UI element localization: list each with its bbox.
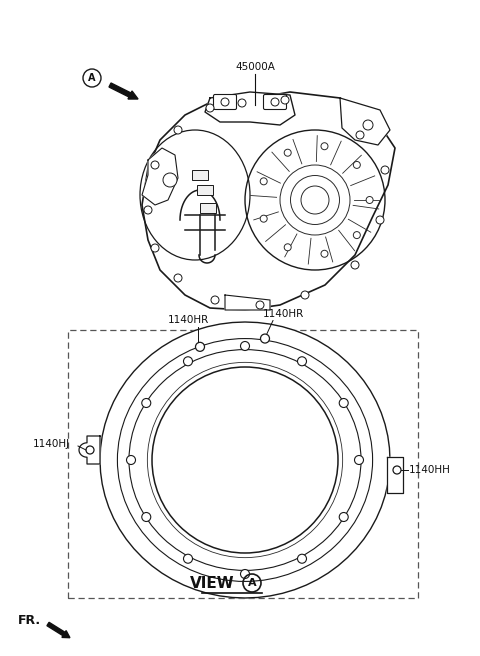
Circle shape — [284, 149, 291, 156]
Circle shape — [174, 126, 182, 134]
Circle shape — [321, 251, 328, 257]
Circle shape — [256, 301, 264, 309]
Text: 1140HH: 1140HH — [409, 465, 451, 475]
Circle shape — [351, 261, 359, 269]
Circle shape — [260, 178, 267, 185]
Text: 1140HR: 1140HR — [168, 315, 209, 325]
Polygon shape — [340, 98, 390, 145]
Bar — [200, 203, 216, 213]
Circle shape — [260, 215, 267, 222]
Bar — [68, 330, 418, 598]
Circle shape — [355, 455, 363, 464]
Circle shape — [353, 232, 360, 239]
Circle shape — [151, 244, 159, 252]
Circle shape — [366, 197, 373, 203]
Text: 1140HJ: 1140HJ — [33, 439, 70, 449]
Circle shape — [301, 291, 309, 299]
Circle shape — [271, 98, 279, 106]
Circle shape — [183, 357, 192, 366]
Polygon shape — [205, 92, 295, 125]
FancyBboxPatch shape — [214, 94, 237, 110]
Polygon shape — [142, 148, 178, 205]
Circle shape — [353, 161, 360, 169]
Circle shape — [238, 99, 246, 107]
Text: VIEW: VIEW — [191, 575, 235, 590]
Text: A: A — [88, 73, 96, 83]
Polygon shape — [142, 92, 395, 310]
Circle shape — [127, 455, 135, 464]
Ellipse shape — [152, 367, 338, 553]
Circle shape — [221, 98, 229, 106]
Circle shape — [261, 334, 269, 343]
Bar — [192, 170, 208, 180]
Circle shape — [142, 398, 151, 407]
Polygon shape — [387, 457, 403, 493]
Circle shape — [163, 173, 177, 187]
Circle shape — [298, 357, 307, 366]
Circle shape — [393, 466, 401, 474]
Polygon shape — [100, 322, 390, 598]
Text: 45000A: 45000A — [235, 62, 275, 72]
Text: FR.: FR. — [18, 613, 41, 626]
Circle shape — [86, 446, 94, 454]
Circle shape — [321, 143, 328, 150]
Circle shape — [339, 398, 348, 407]
Circle shape — [298, 554, 307, 564]
Circle shape — [240, 342, 250, 350]
Circle shape — [339, 512, 348, 522]
Circle shape — [284, 244, 291, 251]
Circle shape — [356, 131, 364, 139]
FancyArrow shape — [109, 83, 138, 99]
Circle shape — [151, 161, 159, 169]
Circle shape — [376, 216, 384, 224]
Circle shape — [381, 166, 389, 174]
Text: A: A — [248, 578, 256, 588]
Text: 1140HR: 1140HR — [263, 308, 304, 319]
Circle shape — [195, 342, 204, 352]
Polygon shape — [225, 295, 270, 310]
Polygon shape — [79, 436, 100, 464]
Circle shape — [363, 120, 373, 130]
Bar — [197, 185, 213, 195]
Circle shape — [240, 569, 250, 579]
Circle shape — [281, 96, 289, 104]
Circle shape — [211, 296, 219, 304]
Circle shape — [174, 274, 182, 282]
FancyArrow shape — [47, 623, 70, 638]
Circle shape — [144, 206, 152, 214]
Circle shape — [142, 512, 151, 522]
FancyBboxPatch shape — [264, 94, 287, 110]
Circle shape — [183, 554, 192, 564]
Circle shape — [206, 104, 214, 112]
